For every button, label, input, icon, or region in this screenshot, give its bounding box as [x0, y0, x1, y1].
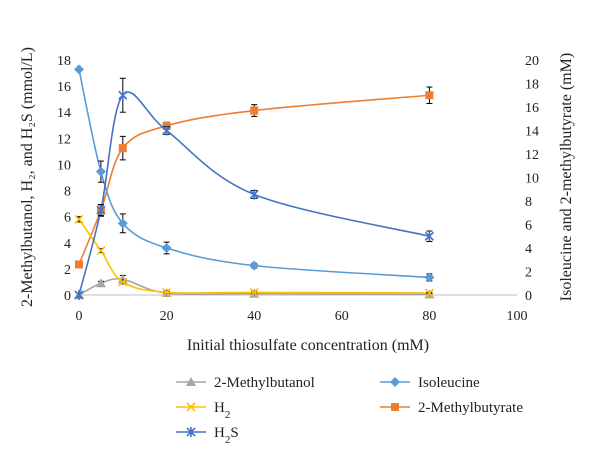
point-h2	[424, 288, 434, 298]
y-right-tick-label: 12	[525, 148, 539, 163]
x-tick-label: 80	[422, 309, 436, 324]
point-h2	[162, 287, 172, 297]
point-h2	[74, 214, 84, 224]
legend-item-h2s: H2S	[176, 425, 239, 446]
series-isoleucine	[74, 64, 435, 283]
y-right-tick-label: 16	[525, 101, 539, 116]
y-left-tick-label: 6	[64, 211, 71, 226]
y-left-axis-title: 2-Methylbutanol, H₂, and H₂S (mmol/L)	[19, 47, 36, 307]
series-h2	[74, 214, 434, 298]
point-2-methylbutyrate	[425, 91, 434, 100]
y-left-tick-label: 0	[64, 289, 71, 304]
y-right-tick-label: 0	[525, 289, 532, 304]
legend-marker-h2s	[186, 427, 196, 437]
y-left-tick-label: 16	[57, 80, 71, 95]
y-right-tick-label: 14	[525, 125, 539, 140]
point-isoleucine	[249, 260, 260, 271]
series-layer	[74, 64, 435, 300]
x-tick-label: 40	[247, 309, 261, 324]
point-isoleucine	[95, 166, 106, 177]
point-2-methylbutanol	[95, 278, 106, 288]
point-h2	[118, 277, 128, 287]
series-2-methylbutyrate	[75, 86, 434, 269]
y-left-tick-label: 2	[64, 263, 71, 278]
point-h2s	[118, 90, 128, 101]
series-line-2-methylbutyrate	[78, 94, 430, 265]
y-left-tick-label: 12	[57, 132, 71, 147]
x-tick-label: 100	[507, 309, 528, 324]
y-left-tick-label: 10	[57, 158, 71, 173]
point-isoleucine	[74, 64, 84, 75]
point-2-methylbutyrate	[118, 144, 127, 153]
y-left-tick-label: 14	[57, 106, 71, 121]
y-right-tick-label: 6	[525, 219, 532, 234]
point-2-methylbutyrate	[250, 106, 259, 115]
legend-marker-isoleucine	[390, 377, 400, 387]
x-axis-title: Initial thiosulfate concentration (mM)	[187, 337, 429, 354]
y-right-axis-title: Isoleucine and 2-methylbutyrate (mM)	[558, 53, 575, 301]
y-right-tick-label: 8	[525, 195, 532, 210]
legend-label: H2	[214, 400, 230, 421]
x-tick-label: 20	[160, 309, 174, 324]
legend-item-h2: H2	[176, 400, 230, 421]
point-h2	[96, 246, 106, 256]
series-line-isoleucine	[78, 69, 430, 279]
y-right-tick-label: 4	[525, 242, 532, 257]
point-h2s	[424, 231, 434, 242]
legend-item-isoleucine: Isoleucine	[380, 375, 480, 391]
legend-item-2-methylbutyrate: 2-Methylbutyrate	[380, 400, 523, 416]
series-h2s	[74, 77, 434, 300]
point-isoleucine	[424, 272, 435, 283]
y-right-tick-label: 10	[525, 172, 539, 187]
legend-marker-2-methylbutanol	[186, 377, 196, 386]
legend-marker-h2	[186, 402, 196, 412]
legend-label: Isoleucine	[418, 375, 480, 391]
legend-label: H2S	[214, 425, 239, 446]
y-right-tick-label: 20	[525, 54, 539, 69]
point-2-methylbutyrate	[75, 260, 83, 269]
point-isoleucine	[117, 218, 128, 229]
legend-label: 2-Methylbutyrate	[418, 400, 523, 416]
y-left-tick-label: 18	[57, 54, 71, 69]
y-right-tick-label: 2	[525, 266, 532, 281]
legend-label: 2-Methylbutanol	[214, 375, 315, 391]
point-h2s	[74, 290, 84, 300]
y-left-tick-label: 8	[64, 185, 71, 200]
x-tick-label: 60	[335, 309, 349, 324]
y-left-tick-label: 4	[64, 237, 71, 252]
x-tick-label: 0	[76, 309, 83, 324]
point-h2s	[162, 125, 172, 136]
y-right-tick-label: 18	[525, 78, 539, 93]
legend: 2-Methylbutanol H2 H2S Isoleucine 2-Methylbu…	[176, 375, 523, 446]
legend-item-2-methylbutanol: 2-Methylbutanol	[176, 375, 315, 391]
point-h2	[249, 287, 259, 297]
point-h2s	[96, 205, 106, 216]
point-h2s	[249, 189, 259, 200]
axes: 0 20 40 60 80 100 0 2 4 6 8 10 12 14 16 18 0 2 4 6 8 10 12 14 16…	[19, 47, 575, 354]
legend-marker-2-methylbutyrate	[391, 403, 399, 411]
point-isoleucine	[161, 243, 172, 253]
